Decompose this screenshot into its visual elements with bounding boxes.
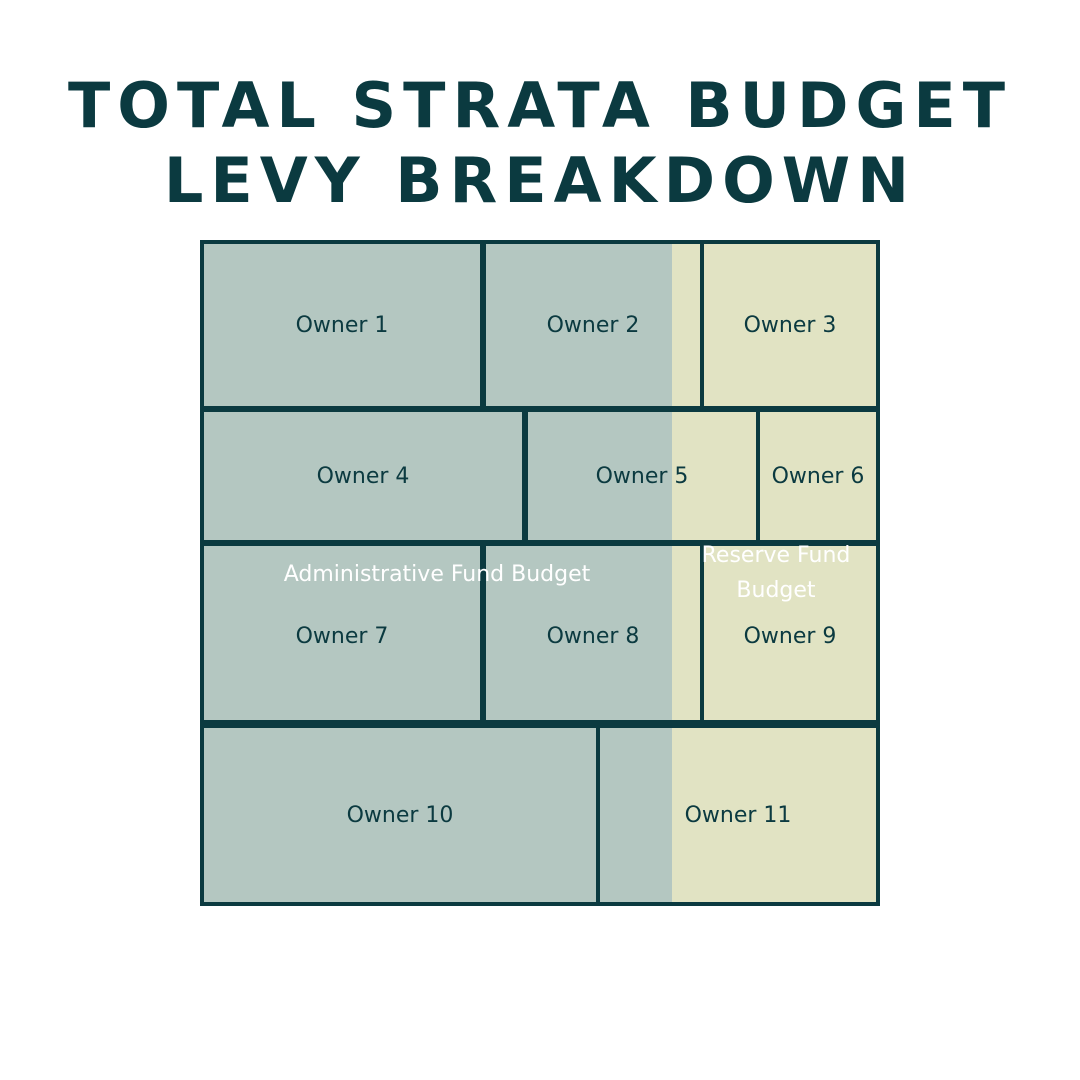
owner-2-label: Owner 2: [546, 312, 640, 338]
owner-11-label: Owner 11: [684, 802, 792, 828]
owner-3-cell: Owner 3: [700, 240, 880, 410]
owner-2-cell: Owner 2: [482, 240, 704, 410]
owner-1-cell: Owner 1: [200, 240, 484, 410]
owner-5-cell: Owner 5: [524, 408, 760, 544]
reserve-fund-band: [672, 240, 880, 906]
owner-10-label: Owner 10: [346, 802, 454, 828]
levy-breakdown-diagram: Owner 1 Owner 2 Owner 3 Owner 4 Owner 5 …: [200, 240, 880, 906]
administrative-fund-band: [200, 240, 672, 906]
title-line-1: TOTAL STRATA BUDGET: [67, 69, 1013, 142]
owner-1-label: Owner 1: [295, 312, 389, 338]
owner-9-cell: Owner 9: [700, 542, 880, 724]
owner-4-cell: Owner 4: [200, 408, 526, 544]
owner-10-cell: Owner 10: [200, 724, 600, 906]
owner-6-label: Owner 6: [771, 463, 865, 489]
owner-9-label: Owner 9: [743, 623, 837, 649]
owner-11-cell: Owner 11: [596, 724, 880, 906]
owner-6-cell: Owner 6: [756, 408, 880, 544]
administrative-fund-label: Administrative Fund Budget: [283, 562, 591, 587]
reserve-fund-label: Reserve Fund Budget: [701, 543, 851, 603]
owner-8-label: Owner 8: [546, 623, 640, 649]
title-line-2: LEVY BREAKDOWN: [163, 144, 917, 217]
owner-5-label: Owner 5: [595, 463, 689, 489]
owner-7-label: Owner 7: [295, 623, 389, 649]
owner-4-label: Owner 4: [316, 463, 410, 489]
owner-3-label: Owner 3: [743, 312, 837, 338]
